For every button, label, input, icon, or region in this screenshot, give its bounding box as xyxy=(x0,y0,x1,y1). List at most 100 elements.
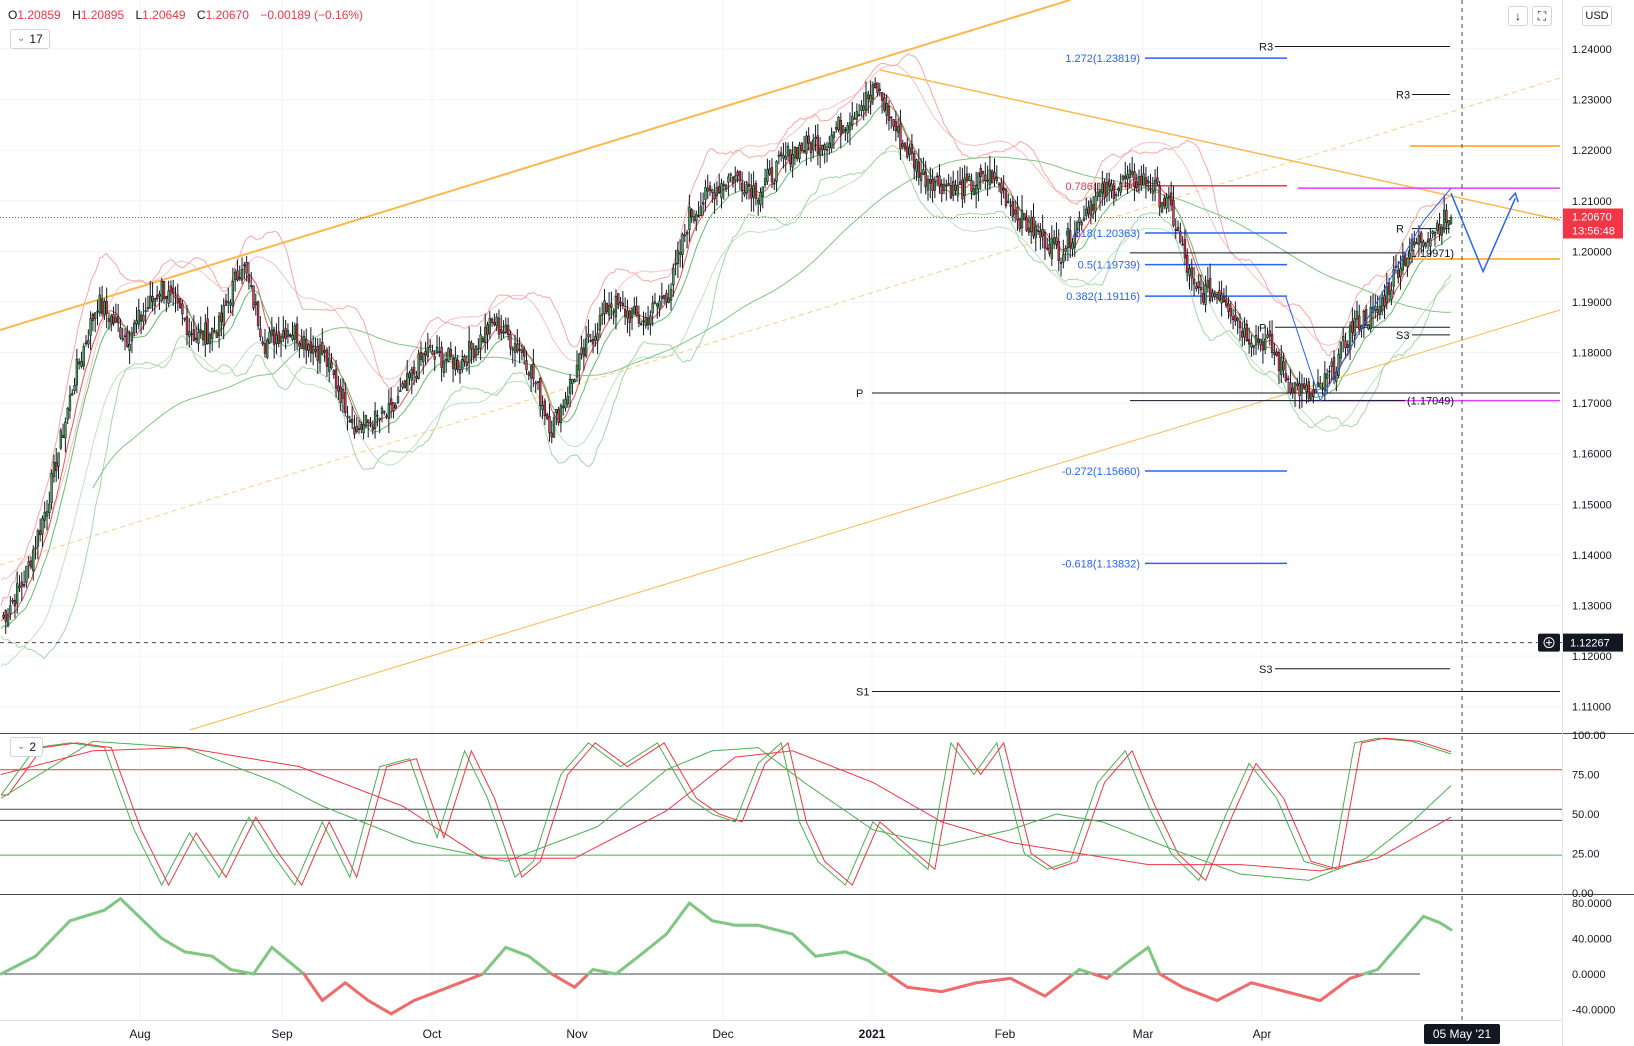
scroll-down-button[interactable]: ↓ xyxy=(1508,6,1528,26)
candle-body xyxy=(895,122,897,131)
candle-body xyxy=(856,112,858,120)
candle-body xyxy=(432,351,434,354)
candle-body xyxy=(978,173,980,189)
candle-body xyxy=(262,342,264,344)
maximize-pane-button[interactable]: ⛶ xyxy=(1532,6,1552,26)
candle-body xyxy=(264,344,266,354)
candle-body xyxy=(1198,282,1200,288)
candle-body xyxy=(193,330,195,341)
time-tick-label: Feb xyxy=(995,1027,1016,1041)
candle-body xyxy=(911,145,913,154)
candle-body xyxy=(996,177,998,181)
candle-body xyxy=(71,393,73,395)
candle-body xyxy=(471,343,473,349)
oscillator-indicators-toggle[interactable]: ⌄ 2 xyxy=(10,737,43,757)
candle-body xyxy=(943,184,945,190)
candle-body xyxy=(1212,293,1214,298)
candle-body xyxy=(608,305,610,315)
candle-body xyxy=(131,333,133,341)
candle-body xyxy=(1381,298,1383,311)
candle-body xyxy=(94,313,96,319)
candle-body xyxy=(888,106,890,120)
candle-body xyxy=(312,346,314,353)
candle-body xyxy=(156,296,158,299)
candle-body xyxy=(893,119,895,126)
ohlc-high: 1.20895 xyxy=(81,8,124,22)
candle-body xyxy=(395,405,397,408)
candle-body xyxy=(604,301,606,314)
candle-body xyxy=(133,323,135,333)
currency-selector[interactable]: USD xyxy=(1582,6,1612,26)
candle-body xyxy=(122,338,124,340)
candle-body xyxy=(553,418,555,438)
candle-body xyxy=(489,318,491,333)
pivot-level-label: P xyxy=(856,388,863,400)
candle-body xyxy=(246,262,248,273)
candle-body xyxy=(413,367,415,374)
candle-body xyxy=(418,354,420,379)
candle-body xyxy=(734,176,736,180)
candle-body xyxy=(1267,335,1269,338)
candle-body xyxy=(640,324,642,325)
candle-body xyxy=(420,352,422,359)
candle-body xyxy=(1060,262,1062,263)
time-tick-label: 2021 xyxy=(859,1027,886,1041)
candle-body xyxy=(1340,342,1342,358)
candle-body xyxy=(661,296,663,299)
candle-body xyxy=(198,332,200,343)
candle-body xyxy=(1260,339,1262,345)
candle-body xyxy=(44,512,46,520)
candle-body xyxy=(1303,384,1305,387)
candle-body xyxy=(78,362,80,364)
candle-body xyxy=(32,550,34,571)
candle-body xyxy=(950,185,952,197)
candle-body xyxy=(1384,296,1386,307)
candle-body xyxy=(808,136,810,143)
candle-body xyxy=(115,318,117,322)
candle-body xyxy=(1088,207,1090,214)
fib-level-label: 0.5(1.19739) xyxy=(1078,260,1140,272)
candle-body xyxy=(209,335,211,344)
candle-body xyxy=(1446,210,1448,222)
candle-body xyxy=(23,585,25,586)
candle-body xyxy=(273,330,275,345)
candle-body xyxy=(847,125,849,133)
candle-body xyxy=(773,183,775,184)
price-tick-label: 1.23000 xyxy=(1572,95,1612,107)
fib-level-label: 0.382(1.19116) xyxy=(1066,291,1140,303)
candle-body xyxy=(1368,325,1370,329)
candle-body xyxy=(1074,234,1076,247)
candle-body xyxy=(1420,233,1422,243)
candle-body xyxy=(984,175,986,181)
candle-body xyxy=(1161,203,1163,212)
candlestick-series xyxy=(3,77,1452,634)
candle-body xyxy=(299,343,301,346)
candle-body xyxy=(269,332,271,343)
chevron-down-icon: ⌄ xyxy=(17,30,25,48)
candle-body xyxy=(1283,362,1285,371)
candle-body xyxy=(1044,232,1046,248)
candle-body xyxy=(250,285,252,286)
candle-body xyxy=(1124,176,1126,179)
main-indicators-toggle[interactable]: ⌄ 17 xyxy=(10,29,50,49)
candle-body xyxy=(409,373,411,378)
candle-body xyxy=(427,348,429,357)
candle-body xyxy=(565,399,567,408)
candle-body xyxy=(966,174,968,181)
bollinger-bands xyxy=(1,54,1451,666)
price-tick-label: 1.19000 xyxy=(1572,297,1612,309)
pivot-level-label: S3 xyxy=(1259,664,1272,676)
candle-body xyxy=(1037,230,1039,231)
candle-body xyxy=(1129,170,1131,178)
candle-body xyxy=(792,155,794,168)
candle-body xyxy=(1232,317,1234,320)
candle-body xyxy=(356,426,358,431)
candle-body xyxy=(964,178,966,196)
candle-body xyxy=(191,334,193,335)
candle-body xyxy=(973,189,975,195)
candle-body xyxy=(1150,188,1152,189)
candle-body xyxy=(1012,201,1014,216)
candle-body xyxy=(1223,297,1225,302)
candle-body xyxy=(1090,201,1092,215)
